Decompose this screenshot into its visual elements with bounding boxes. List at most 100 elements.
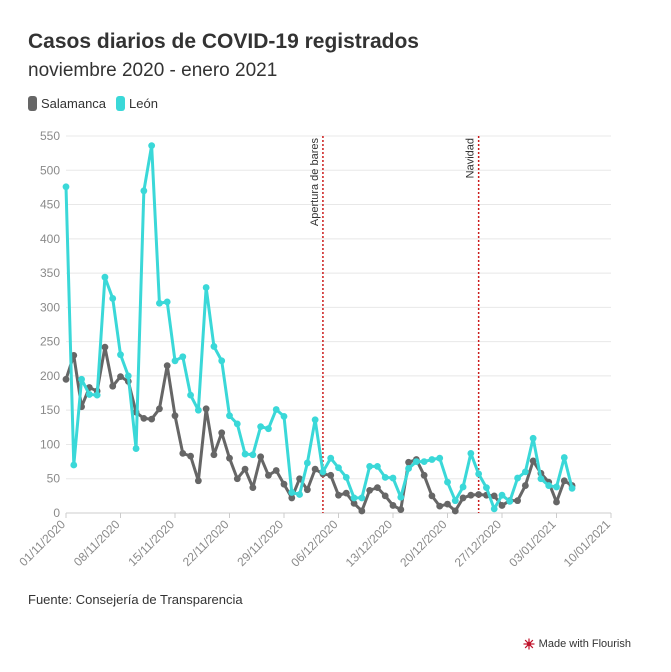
x-tick-label: 03/01/2021: [506, 517, 559, 570]
data-point: [381, 492, 389, 500]
data-point: [109, 382, 117, 390]
series-layer: [62, 142, 576, 515]
data-point: [132, 445, 140, 452]
data-point: [179, 449, 187, 457]
data-point: [490, 505, 498, 513]
data-point: [553, 498, 560, 506]
data-point: [78, 375, 85, 383]
y-tick-label: 300: [40, 300, 60, 314]
data-point: [483, 484, 490, 492]
data-point: [194, 477, 202, 485]
data-point: [498, 491, 506, 499]
chart-title: Casos diarios de COVID-19 registrados: [28, 30, 419, 53]
flourish-logo-icon: [523, 638, 535, 650]
data-point: [335, 464, 342, 472]
data-point: [342, 473, 350, 481]
annotation-label: Navidad: [465, 138, 477, 178]
data-point: [194, 406, 202, 414]
data-point: [288, 494, 296, 502]
grid-layer: [66, 135, 611, 514]
data-point: [93, 391, 101, 399]
data-point: [514, 497, 521, 505]
chart-subtitle: noviembre 2020 - enero 2021: [28, 60, 278, 81]
x-tick-label: 13/12/2020: [343, 517, 396, 570]
data-point: [498, 502, 506, 509]
legend-item-leon[interactable]: León: [116, 96, 158, 111]
x-tick-label: 08/11/2020: [71, 517, 123, 569]
data-point: [171, 357, 179, 365]
data-point: [218, 429, 226, 437]
data-point: [303, 486, 311, 494]
data-point: [506, 497, 514, 505]
data-point: [374, 484, 381, 492]
data-point: [101, 273, 109, 281]
legend-item-salamanca[interactable]: Salamanca: [28, 96, 106, 111]
made-with-flourish-link[interactable]: Made with Flourish: [523, 638, 631, 650]
data-point: [529, 457, 537, 465]
series-line: [64, 144, 574, 511]
data-point: [187, 452, 194, 460]
data-point: [389, 502, 397, 509]
data-point: [171, 412, 179, 420]
data-point: [514, 474, 521, 482]
data-point: [405, 458, 412, 466]
data-point: [218, 357, 226, 365]
data-point: [280, 480, 288, 488]
x-tick-label: 29/11/2020: [234, 517, 286, 569]
data-point: [109, 295, 117, 302]
data-point: [124, 372, 132, 380]
data-point: [233, 420, 241, 428]
data-point: [490, 492, 498, 500]
data-point: [428, 492, 436, 500]
data-point: [101, 343, 109, 351]
data-point: [358, 494, 366, 502]
y-tick-label: 500: [40, 163, 60, 177]
data-point: [327, 454, 335, 462]
x-tick-label: 27/12/2020: [452, 517, 505, 570]
data-point: [210, 451, 218, 459]
data-point: [117, 351, 124, 359]
data-point: [140, 187, 148, 195]
data-point: [226, 412, 233, 420]
data-point: [475, 491, 483, 498]
data-point: [319, 468, 327, 476]
data-point: [342, 489, 350, 497]
data-point: [560, 477, 568, 485]
data-point: [249, 451, 257, 459]
y-tick-label: 50: [47, 472, 61, 486]
data-point: [436, 502, 444, 510]
data-point: [366, 486, 374, 494]
data-point: [70, 461, 78, 469]
source-note: Fuente: Consejería de Transparencia: [28, 592, 243, 607]
data-point: [358, 507, 366, 515]
x-tick-label: 06/12/2020: [288, 517, 341, 570]
series-len: [62, 142, 576, 513]
data-point: [288, 489, 296, 496]
line-chart: Apertura de bares Navidad 0 50 100 150 200 250…: [16, 129, 613, 570]
legend-swatch-salamanca: [28, 96, 37, 111]
data-point: [521, 468, 529, 476]
data-point: [62, 375, 70, 383]
data-point: [397, 493, 405, 501]
data-point: [117, 373, 124, 380]
data-point: [428, 456, 436, 463]
x-tick-label: 20/12/2020: [397, 517, 450, 570]
data-point: [187, 391, 194, 399]
data-point: [210, 343, 218, 350]
legend-label-salamanca: Salamanca: [41, 96, 107, 111]
data-point: [226, 454, 233, 462]
data-point: [374, 462, 381, 470]
data-point: [241, 465, 249, 473]
data-point: [436, 454, 444, 462]
y-tick-label: 150: [40, 403, 60, 417]
data-point: [257, 423, 265, 431]
data-point: [148, 415, 156, 423]
data-point: [451, 497, 459, 505]
data-point: [553, 483, 560, 491]
data-point: [257, 453, 265, 461]
legend-swatch-leon: [116, 96, 126, 111]
data-point: [62, 183, 70, 191]
data-point: [568, 484, 576, 492]
legend: Salamanca León: [28, 96, 158, 111]
data-point: [444, 500, 451, 508]
